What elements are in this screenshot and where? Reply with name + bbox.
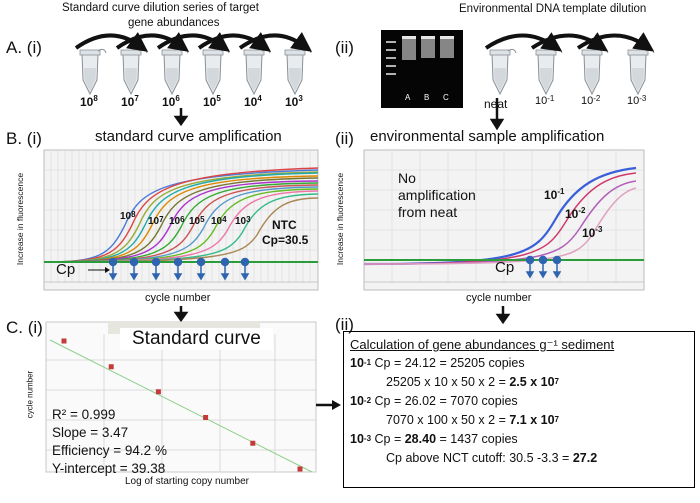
tube-label-neat: neat <box>484 97 508 111</box>
calculation-box: Calculation of gene abundances g⁻¹ sedim… <box>343 331 695 488</box>
panel-a-left-title-2: gene abundances <box>128 17 220 29</box>
gel-lane-b: B <box>424 93 430 102</box>
tube-label: 104 <box>244 94 262 109</box>
calc-row: 10-2 Cp = 26.02 = 7070 copies <box>350 394 518 408</box>
no-amp-line3: from neat <box>398 204 458 220</box>
scatter-point <box>203 415 209 421</box>
left-cp-label: Cp <box>56 261 76 278</box>
panel-a-left-title-1: Standard curve dilution series of target <box>62 2 259 14</box>
calc-row: Cp above NCT cutoff: 30.5 -3.3 = 27.2 <box>386 451 598 465</box>
tube-label: 105 <box>203 94 221 109</box>
scatter-point <box>155 389 161 395</box>
right-x-axis-label: cycle number <box>466 292 532 304</box>
efficiency: Efficiency = 94.2 % <box>52 443 167 458</box>
curve-label: 10-2 <box>565 206 586 221</box>
standard-dilution-tubes <box>74 30 655 131</box>
panel-c-label: C. (i) <box>6 318 43 337</box>
transfer-arrows-left <box>74 32 313 52</box>
left-x-axis-label: cycle number <box>145 292 211 304</box>
no-amp-line2: amplification <box>398 187 476 203</box>
curve-label: 105 <box>189 215 205 227</box>
scatter-point <box>297 466 303 472</box>
tube-label: 10-1 <box>535 94 555 107</box>
slope: Slope = 3.47 <box>52 425 129 440</box>
trendline <box>49 339 313 473</box>
tube-label: 10-3 <box>627 94 647 107</box>
no-amp-line1: No <box>398 170 416 186</box>
tube-label: 106 <box>162 94 180 109</box>
panel-b-left-title: standard curve amplification <box>95 128 282 145</box>
curve-label: 103 <box>235 215 251 227</box>
standard-curve-y-axis: cycle number <box>25 370 35 419</box>
calc-row: 25205 x 10 x 50 x 2 = 2.5 x 107 <box>386 375 559 389</box>
ntc-label-line2: Cp=30.5 <box>262 233 309 247</box>
transfer-arrows-right <box>484 32 655 52</box>
panel-b-right-label: (ii) <box>335 129 354 148</box>
scatter-point <box>250 440 256 446</box>
calc-row: 10-3 Cp = 28.40 = 1437 copies <box>350 432 518 446</box>
standard-curve-x-axis: Log of starting copy number <box>125 476 249 487</box>
panel-b-label: B. (i) <box>6 129 42 148</box>
curve-label: 108 <box>120 210 136 222</box>
tube-label: 103 <box>285 94 303 109</box>
r-squared: R² = 0.999 <box>52 407 116 422</box>
panel-b-right-title: environmental sample amplification <box>370 128 605 145</box>
calc-row: 7070 x 100 x 50 x 2 = 7.1 x 107 <box>386 413 559 427</box>
tube-label: 10-2 <box>581 94 601 107</box>
curve-label: 107 <box>148 215 164 227</box>
curve-label: 104 <box>211 215 227 227</box>
right-cp-label: Cp <box>495 259 515 276</box>
calculation-title: Calculation of gene abundances g⁻¹ sedim… <box>350 337 615 352</box>
tube-label: 107 <box>121 94 139 109</box>
panel-a-right-label: (ii) <box>335 38 354 57</box>
curve-label: 106 <box>169 215 185 227</box>
tube-label: 108 <box>80 94 98 109</box>
scatter-point <box>61 338 67 344</box>
panel-a-right-title: Environmental DNA template dilution <box>459 3 647 15</box>
standard-curve-title: Standard curve <box>120 328 273 350</box>
curve-label: 10-1 <box>544 187 565 202</box>
panel-a-label: A. (i) <box>6 38 42 57</box>
gel-lane-a: A <box>405 93 411 102</box>
calc-row: 10-1 Cp = 24.12 = 25205 copies <box>350 356 525 370</box>
gel-lane-c: C <box>443 93 449 102</box>
panel-c-right-label: (ii) <box>335 315 354 334</box>
scatter-point <box>108 364 114 370</box>
curve-label: 10-3 <box>582 225 603 240</box>
ntc-label-line1: NTC <box>272 218 297 232</box>
y-intercept: Y-intercept = 39.38 <box>52 461 166 476</box>
